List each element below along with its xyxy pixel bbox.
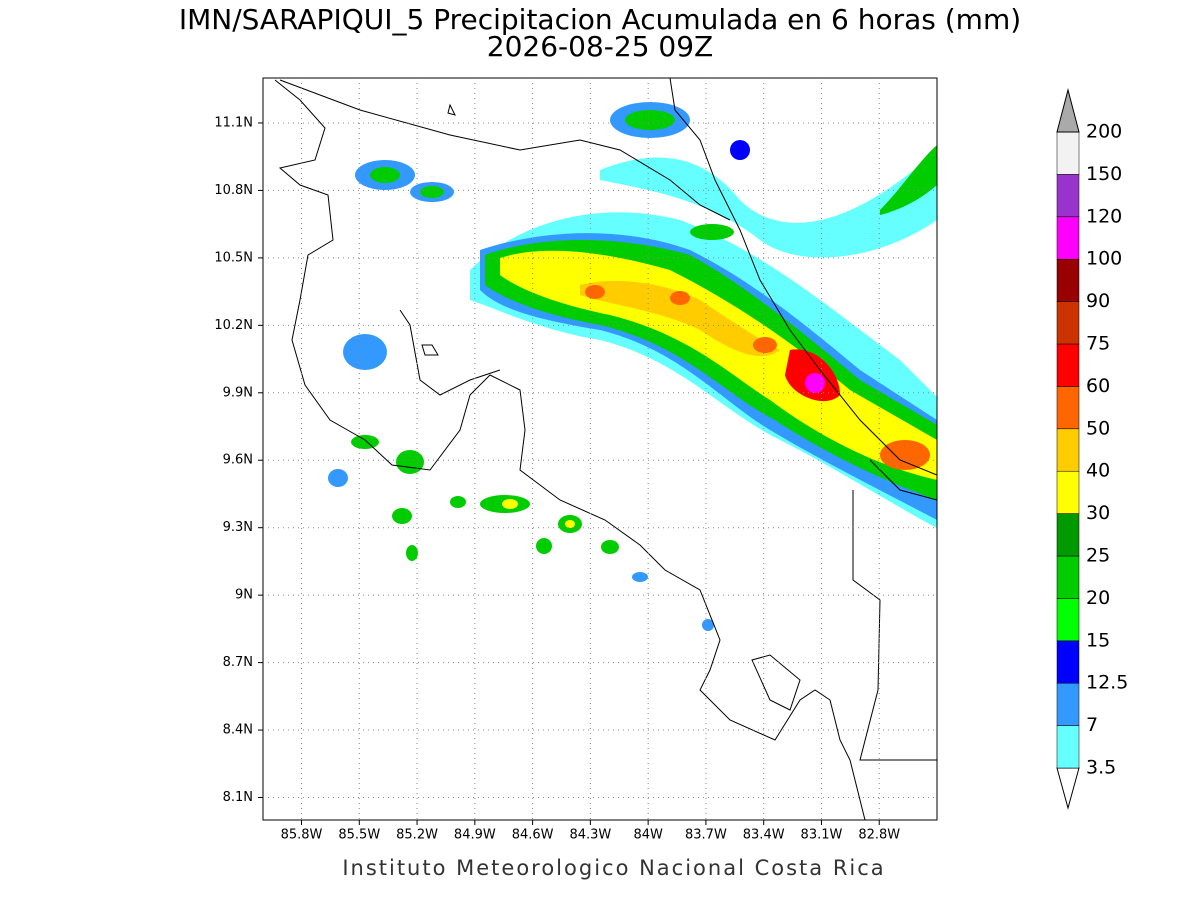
colorbar-label: 3.5	[1086, 757, 1116, 779]
colorbar-box	[1056, 216, 1080, 260]
coastlines	[274, 78, 937, 820]
colorbar-box	[1056, 725, 1080, 769]
x-tick-label: 84.9W	[454, 828, 496, 843]
colorbar-over	[1056, 88, 1080, 133]
colorbar-box	[1056, 470, 1080, 514]
y-tick-label: 10.8N	[214, 183, 253, 198]
colorbar-box	[1056, 598, 1080, 642]
footer: Instituto Meteorologico Nacional Costa R…	[342, 856, 885, 880]
y-tick-label: 9.3N	[223, 520, 253, 535]
colorbar-box	[1056, 386, 1080, 430]
colorbar-box	[1056, 343, 1080, 387]
colorbar-box	[1056, 174, 1080, 218]
colorbar-label: 20	[1086, 587, 1110, 609]
subtitle: 2026-08-25 09Z	[487, 30, 713, 63]
colorbar-box	[1056, 258, 1080, 302]
colorbar-box	[1056, 513, 1080, 557]
colorbar-label: 75	[1086, 333, 1110, 355]
colorbar-label: 7	[1086, 714, 1098, 736]
x-tick-label: 84W	[633, 828, 663, 843]
x-tick-label: 83.7W	[685, 828, 727, 843]
y-tick-label: 9N	[235, 588, 253, 603]
x-tick-label: 85.2W	[396, 828, 438, 843]
colorbar-label: 40	[1086, 460, 1110, 482]
x-tick-label: 84.3W	[569, 828, 611, 843]
x-tick-label: 85.5W	[338, 828, 380, 843]
precipitation-field	[328, 102, 937, 631]
colorbar-label: 30	[1086, 502, 1110, 524]
colorbar-label: 12.5	[1086, 672, 1128, 694]
x-tick-label: 82.8W	[858, 828, 900, 843]
x-tick-label: 84.6W	[512, 828, 554, 843]
colorbar-box	[1056, 682, 1080, 726]
colorbar-label: 200	[1086, 121, 1122, 143]
colorbar-box	[1056, 640, 1080, 684]
y-tick-label: 9.9N	[223, 385, 253, 400]
colorbar-label: 100	[1086, 248, 1122, 270]
y-tick-label: 11.1N	[214, 115, 253, 130]
x-tick-label: 83.4W	[743, 828, 785, 843]
y-tick-label: 8.4N	[223, 723, 253, 738]
colorbar-label: 90	[1086, 290, 1110, 312]
colorbar-under	[1056, 767, 1080, 810]
y-tick-label: 8.1N	[223, 790, 253, 805]
map-frame	[262, 77, 938, 821]
colorbar-box	[1056, 555, 1080, 599]
colorbar-label: 50	[1086, 417, 1110, 439]
colorbar-label: 15	[1086, 629, 1110, 651]
x-tick-label: 85.8W	[281, 828, 323, 843]
y-tick-label: 10.5N	[214, 250, 253, 265]
colorbar-box	[1056, 131, 1080, 175]
colorbar-box	[1056, 301, 1080, 345]
y-tick-label: 8.7N	[223, 655, 253, 670]
colorbar-box	[1056, 428, 1080, 472]
colorbar-label: 25	[1086, 545, 1110, 567]
x-tick-label: 83.1W	[801, 828, 843, 843]
title: IMN/SARAPIQUI_5 Precipitacion Acumulada …	[179, 3, 1021, 36]
colorbar-label: 150	[1086, 163, 1122, 185]
colorbar-label: 120	[1086, 205, 1122, 227]
y-tick-label: 9.6N	[223, 453, 253, 468]
y-tick-label: 10.2N	[214, 318, 253, 333]
colorbar-label: 60	[1086, 375, 1110, 397]
